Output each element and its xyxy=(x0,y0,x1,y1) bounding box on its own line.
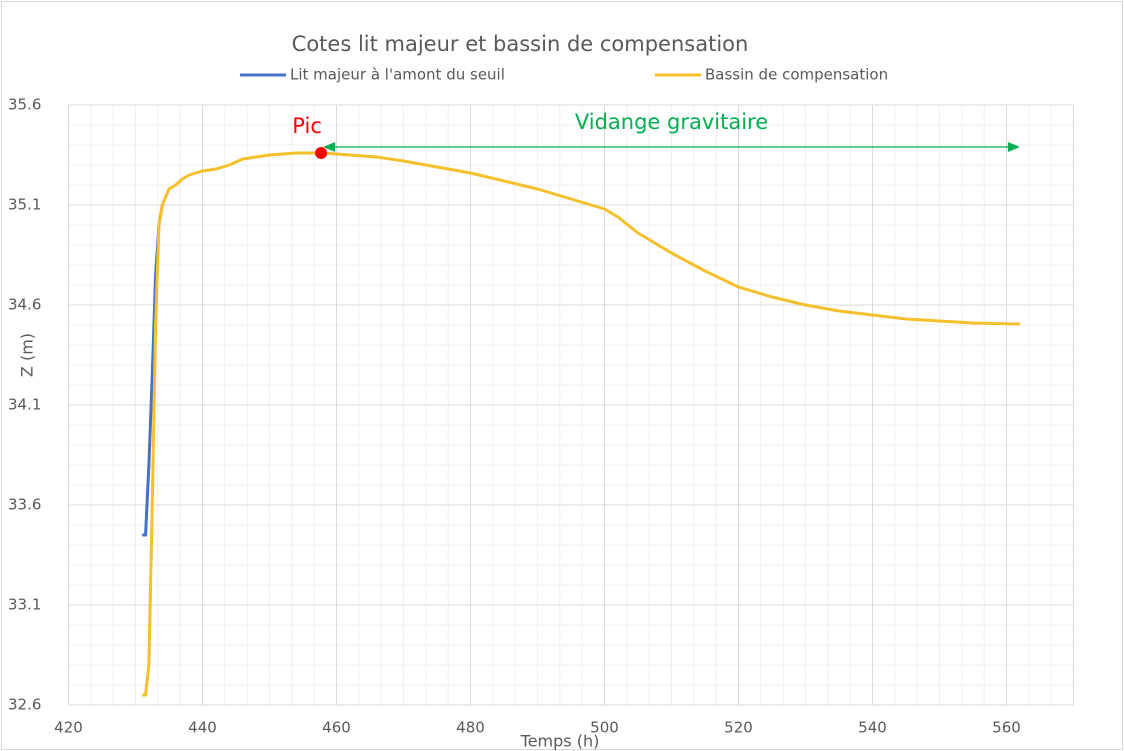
x-tick-label: 460 xyxy=(322,719,351,737)
arrow-head xyxy=(323,142,336,152)
x-tick-label: 440 xyxy=(188,719,217,737)
x-tick-label: 560 xyxy=(992,719,1021,737)
arrow-label: Vidange gravitaire xyxy=(575,110,768,134)
series-line xyxy=(142,151,1020,697)
x-tick-label: 520 xyxy=(724,719,753,737)
x-tick-label: 540 xyxy=(858,719,887,737)
x-tick-label: 420 xyxy=(54,719,83,737)
arrow-head xyxy=(1007,142,1020,152)
y-tick-label: 33.6 xyxy=(8,496,41,514)
x-tick-label: 500 xyxy=(590,719,619,737)
y-tick-label: 33.1 xyxy=(8,596,41,614)
x-tick-label: 480 xyxy=(456,719,485,737)
y-tick-label: 34.1 xyxy=(8,396,41,414)
y-tick-label: 35.1 xyxy=(8,196,41,214)
x-axis-label: Temps (h) xyxy=(520,732,600,751)
legend-label: Bassin de compensation xyxy=(705,66,888,84)
peak-marker xyxy=(315,147,328,159)
y-tick-label: 35.6 xyxy=(8,96,41,114)
y-axis-label: Z (m) xyxy=(18,333,37,377)
chart-title: Cotes lit majeur et bassin de compensati… xyxy=(292,32,749,56)
legend-label: Lit majeur à l'amont du seuil xyxy=(290,66,505,84)
y-tick-label: 34.6 xyxy=(8,296,41,314)
y-tick-label: 32.6 xyxy=(8,696,41,714)
peak-label: Pic xyxy=(292,114,322,138)
